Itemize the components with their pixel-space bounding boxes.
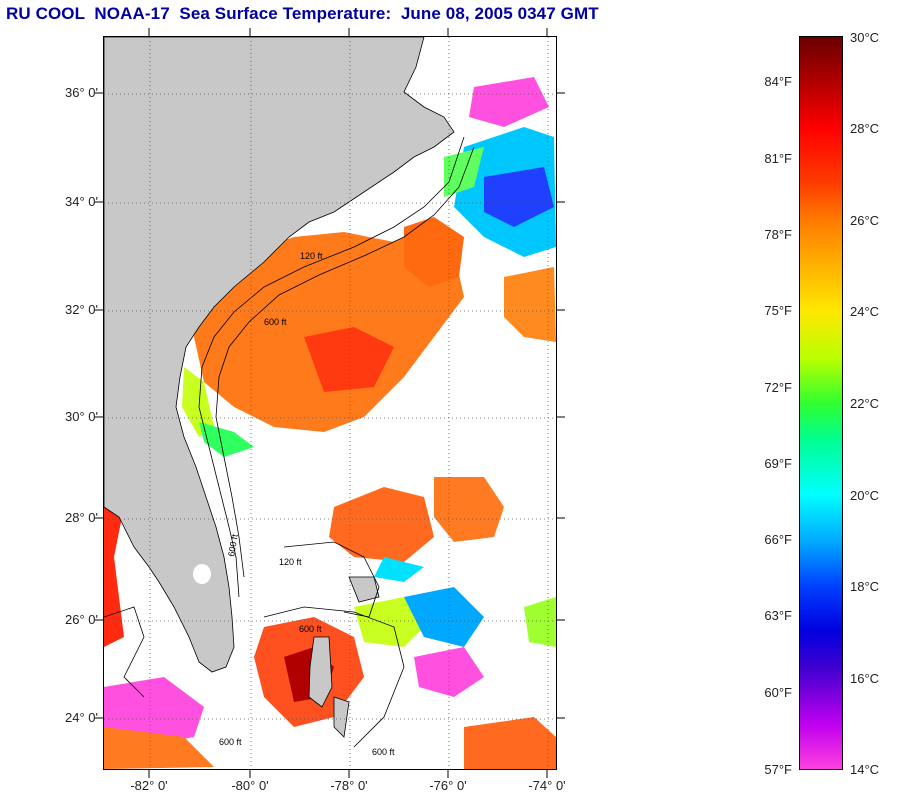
sst-patch-warm bbox=[464, 717, 556, 769]
colorbar-fahrenheit-label: 57°F bbox=[764, 762, 792, 777]
isobath-label: 600 ft bbox=[372, 747, 395, 757]
sst-patch-cold bbox=[444, 147, 484, 197]
latitude-label: 30° 0' bbox=[65, 409, 98, 424]
isobath-label: 120 ft bbox=[279, 557, 302, 567]
colorbar-celsius-label: 14°C bbox=[850, 762, 880, 777]
sst-patch-cool bbox=[182, 367, 214, 437]
longitude-label: -82° 0' bbox=[130, 778, 168, 793]
latitude-label: 32° 0' bbox=[65, 302, 98, 317]
latitude-label: 26° 0' bbox=[65, 612, 98, 627]
latitude-label: 36° 0' bbox=[65, 85, 98, 100]
colorbar-fahrenheit-label: 81°F bbox=[764, 151, 792, 166]
isobath-label: 120 ft bbox=[300, 251, 323, 261]
latitude-label: 24° 0' bbox=[65, 710, 98, 725]
colorbar-fahrenheit-label: 63°F bbox=[764, 608, 792, 623]
sst-map[interactable]: 120 ft 600 ft 600 ft 120 ft 600 ft 600 f… bbox=[103, 36, 557, 770]
sst-patch-cold bbox=[414, 647, 484, 697]
colorbar-celsius-label: 22°C bbox=[850, 396, 880, 411]
isobath-label: 600 ft bbox=[299, 624, 322, 634]
sst-patch-cool bbox=[374, 557, 424, 582]
sst-patch-cold bbox=[469, 77, 549, 127]
graticule bbox=[104, 37, 556, 769]
temperature-colorbar bbox=[799, 36, 843, 770]
longitude-label: -76° 0' bbox=[429, 778, 467, 793]
colorbar-celsius-label: 20°C bbox=[850, 488, 880, 503]
colorbar-fahrenheit-label: 60°F bbox=[764, 685, 792, 700]
isobath-label: 600 ft bbox=[219, 737, 242, 747]
colorbar-celsius-label: 18°C bbox=[850, 579, 880, 594]
longitude-label: -80° 0' bbox=[231, 778, 269, 793]
longitude-label: -74° 0' bbox=[528, 778, 566, 793]
isobath-label: 600 ft bbox=[264, 317, 287, 327]
colorbar-celsius-label: 30°C bbox=[850, 30, 880, 45]
colorbar-celsius-label: 24°C bbox=[850, 304, 880, 319]
sst-patch-red bbox=[304, 327, 394, 392]
sst-patch-cold bbox=[484, 167, 554, 227]
sst-patch-warm bbox=[434, 477, 504, 542]
map-title: RU COOL NOAA-17 Sea Surface Temperature:… bbox=[6, 4, 599, 23]
colorbar-fahrenheit-label: 78°F bbox=[764, 227, 792, 242]
landmass bbox=[104, 37, 455, 673]
latitude-label: 28° 0' bbox=[65, 510, 98, 525]
colorbar-fahrenheit-label: 66°F bbox=[764, 532, 792, 547]
isobath-label: 600 ft bbox=[226, 533, 240, 557]
colorbar-celsius-label: 26°C bbox=[850, 213, 880, 228]
sst-map-canvas: 120 ft 600 ft 600 ft 120 ft 600 ft 600 f… bbox=[104, 37, 556, 769]
sst-patch-warm bbox=[329, 487, 434, 562]
sst-patch-cold bbox=[404, 587, 484, 647]
isobath-contours bbox=[104, 136, 475, 748]
latitude-label: 34° 0' bbox=[65, 194, 98, 209]
sst-patch-warm bbox=[194, 227, 464, 432]
colorbar-fahrenheit-label: 75°F bbox=[764, 303, 792, 318]
lake-okeechobee bbox=[193, 564, 211, 584]
colorbar-fahrenheit-label: 69°F bbox=[764, 456, 792, 471]
longitude-label: -78° 0' bbox=[330, 778, 368, 793]
sst-patch-cold bbox=[104, 677, 204, 747]
sst-patch-warm bbox=[504, 267, 556, 342]
colorbar-fahrenheit-label: 84°F bbox=[764, 74, 792, 89]
colorbar-celsius-label: 16°C bbox=[850, 671, 880, 686]
sst-patch-warm bbox=[104, 727, 214, 769]
colorbar-celsius-label: 28°C bbox=[850, 121, 880, 136]
colorbar-fahrenheit-label: 72°F bbox=[764, 380, 792, 395]
sst-patch-cool bbox=[199, 422, 254, 457]
bahamas-islands bbox=[308, 576, 380, 738]
